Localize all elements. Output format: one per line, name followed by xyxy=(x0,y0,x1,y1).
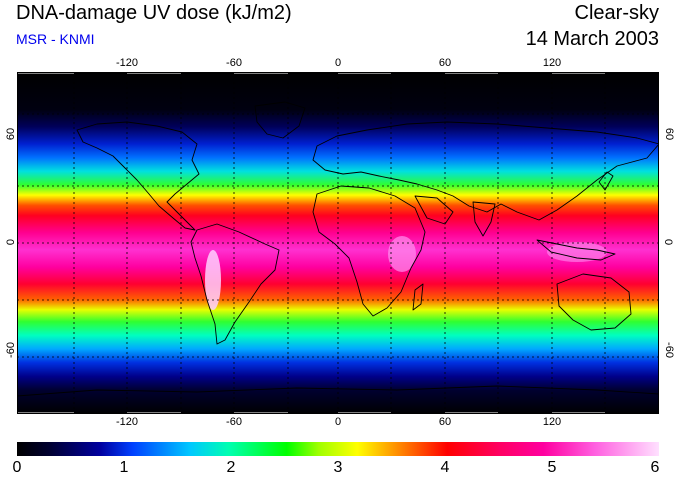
lon-tick-top: -60 xyxy=(226,57,242,69)
map-subtitle: MSR - KNMI xyxy=(16,31,95,47)
india-coast xyxy=(472,201,496,237)
lon-tick-top: 60 xyxy=(438,57,452,69)
colorbar-tick: 0 xyxy=(12,459,22,476)
lon-tick-top: 120 xyxy=(542,57,562,69)
lat-tick-left: -60 xyxy=(4,342,17,358)
madagascar-coast xyxy=(412,283,424,311)
indonesia-coast xyxy=(536,239,616,261)
lat-tick-right: -60 xyxy=(662,342,675,358)
colorbar xyxy=(17,442,659,456)
lon-tick-top: -120 xyxy=(115,57,139,69)
lon-tick-bottom: -60 xyxy=(226,416,242,428)
lat-tick-left: 0 xyxy=(5,238,18,246)
sky-condition-label: Clear-sky xyxy=(574,2,659,24)
colorbar-tick: 3 xyxy=(333,459,343,476)
map-frame xyxy=(17,72,659,414)
map-date: 14 March 2003 xyxy=(525,28,659,50)
lat-tick-right: 0 xyxy=(662,238,675,246)
lon-tick-bottom: -120 xyxy=(115,416,139,428)
graticule xyxy=(17,72,659,414)
colorbar-tick: 2 xyxy=(226,459,236,476)
africa-hotspot xyxy=(388,236,416,272)
colorbar-tick: 6 xyxy=(650,459,660,476)
indonesia-hotspot xyxy=(547,242,607,262)
antarctica-coast xyxy=(17,385,659,397)
south-america-coast xyxy=(190,223,280,345)
eurasia-coast xyxy=(312,121,659,221)
lat-tick-right: 60 xyxy=(663,127,676,141)
map-title: DNA-damage UV dose (kJ/m2) xyxy=(16,2,292,24)
colorbar-tick: 4 xyxy=(440,459,450,476)
north-america-coast xyxy=(76,121,200,231)
coastlines xyxy=(17,101,659,397)
japan-coast xyxy=(598,171,614,191)
lat-tick-left: 60 xyxy=(5,127,18,141)
arabia-coast xyxy=(414,195,454,225)
lon-tick-bottom: 60 xyxy=(438,416,452,428)
lon-tick-top: 0 xyxy=(334,57,342,69)
colorbar-tick: 5 xyxy=(547,459,557,476)
africa-coast xyxy=(312,185,426,317)
greenland-coast xyxy=(254,101,306,139)
lon-tick-bottom: 120 xyxy=(542,416,562,428)
australia-coast xyxy=(556,273,632,331)
lon-tick-bottom: 0 xyxy=(334,416,342,428)
uv-dose-map xyxy=(17,72,659,414)
colorbar-tick: 1 xyxy=(119,459,129,476)
andes-hotspot xyxy=(205,250,221,310)
